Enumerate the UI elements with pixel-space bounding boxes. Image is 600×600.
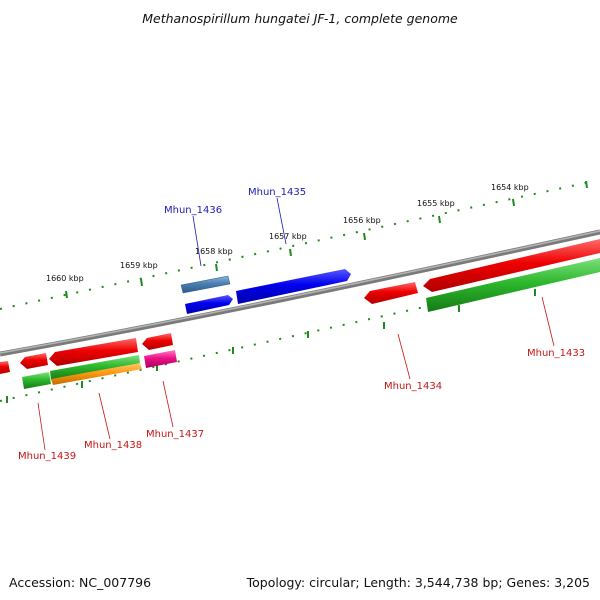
outer-ruler-ticks	[65, 180, 588, 299]
gene-feature-green-left-b[interactable]	[50, 355, 140, 380]
gene-feature-mhun-1433[interactable]	[423, 239, 600, 292]
leader-line-mhun-1435	[276, 197, 287, 245]
gene-label-mhun-1439[interactable]: Mhun_1439	[18, 451, 76, 462]
gene-feature-mhun-1437-red[interactable]	[142, 333, 173, 350]
ruler-label: 1655 kbp	[417, 199, 455, 208]
map-title: Methanospirillum hungatei JF-1, complete…	[142, 11, 458, 26]
gene-feature-mhun-1435[interactable]	[236, 269, 351, 304]
gene-feature-pink[interactable]	[144, 350, 177, 368]
gene-label-mhun-1436[interactable]: Mhun_1436	[164, 205, 222, 216]
tick	[215, 263, 218, 272]
ruler-label: 1657 kbp	[269, 232, 307, 241]
leader-line-mhun-1434	[397, 333, 411, 380]
leader-line-mhun-1433	[541, 296, 555, 347]
topology-label: Topology: circular; Length: 3,544,738 bp…	[246, 575, 590, 590]
leader-line-mhun-1439	[37, 402, 46, 451]
gene-feature-mhun-1438[interactable]	[49, 338, 138, 366]
leader-line-mhun-1436	[192, 215, 202, 267]
ruler-label: 1654 kbp	[491, 183, 529, 192]
gene-label-mhun-1434[interactable]: Mhun_1434	[384, 381, 442, 392]
gene-label-mhun-1437[interactable]: Mhun_1437	[146, 429, 204, 440]
accession-label: Accession: NC_007796	[9, 575, 152, 590]
gene-label-mhun-1433[interactable]: Mhun_1433	[527, 348, 585, 359]
gene-feature-green-left-a[interactable]	[22, 372, 51, 389]
leader-line-mhun-1437	[162, 380, 174, 428]
tick	[140, 278, 143, 287]
gene-label-mhun-1435[interactable]: Mhun_1435	[248, 187, 306, 198]
gene-feature-orange[interactable]	[51, 363, 142, 385]
ruler-label: 1660 kbp	[46, 274, 84, 283]
tick	[512, 198, 515, 207]
tick	[289, 248, 292, 257]
gene-feature-green-right[interactable]	[426, 258, 600, 312]
inner-ruler-ticks	[6, 289, 536, 403]
gene-feature-mhun-1439[interactable]	[20, 353, 48, 369]
gene-feature-mhun-1436-b[interactable]	[185, 295, 233, 314]
tick	[585, 180, 588, 189]
gene-feature-red-edge[interactable]	[0, 361, 10, 374]
tick	[65, 290, 68, 299]
genome-backbone	[0, 229, 600, 357]
tick	[438, 215, 441, 224]
ruler-label: 1656 kbp	[343, 216, 381, 225]
ruler-label: 1658 kbp	[195, 247, 233, 256]
ruler-label: 1659 kbp	[120, 261, 158, 270]
tick	[363, 232, 366, 241]
genome-backbone-highlight	[0, 230, 600, 354]
gene-label-mhun-1438[interactable]: Mhun_1438	[84, 440, 142, 451]
gene-feature-mhun-1436-a[interactable]	[180, 275, 231, 294]
gene-feature-mhun-1434[interactable]	[364, 282, 418, 304]
leader-line-mhun-1438	[98, 392, 111, 440]
